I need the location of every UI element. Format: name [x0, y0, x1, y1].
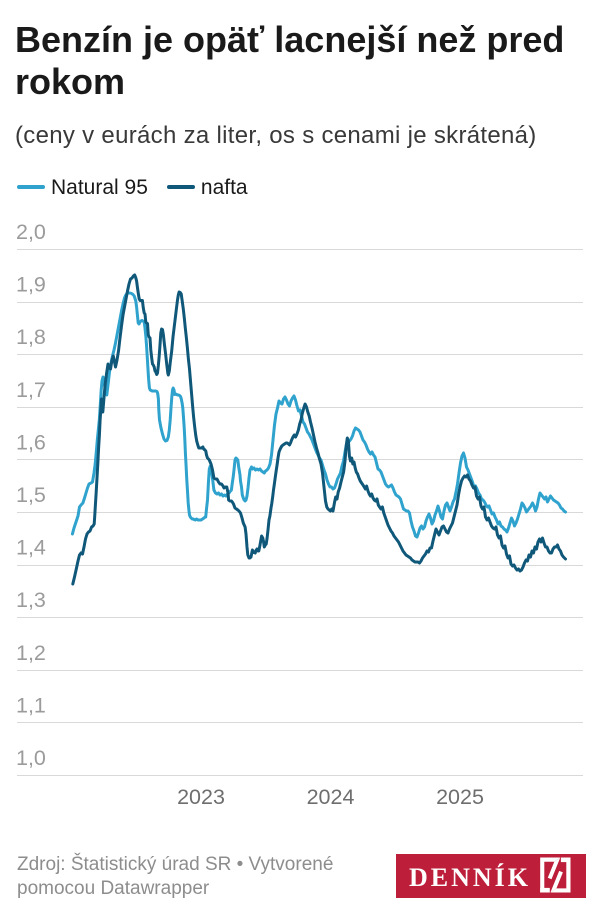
- svg-text:2025: 2025: [436, 785, 484, 809]
- svg-text:1,4: 1,4: [16, 536, 46, 560]
- svg-text:1,0: 1,0: [16, 746, 46, 770]
- svg-text:2024: 2024: [307, 785, 355, 809]
- svg-text:2,0: 2,0: [16, 220, 46, 244]
- svg-text:1,5: 1,5: [16, 483, 46, 507]
- svg-text:1,8: 1,8: [16, 325, 46, 349]
- svg-text:1,1: 1,1: [16, 693, 46, 717]
- svg-text:1,6: 1,6: [16, 430, 46, 454]
- svg-text:1,7: 1,7: [16, 378, 46, 402]
- svg-text:2023: 2023: [177, 785, 225, 809]
- svg-text:1,3: 1,3: [16, 588, 46, 612]
- svg-text:1,9: 1,9: [16, 273, 46, 297]
- svg-text:1,2: 1,2: [16, 641, 46, 665]
